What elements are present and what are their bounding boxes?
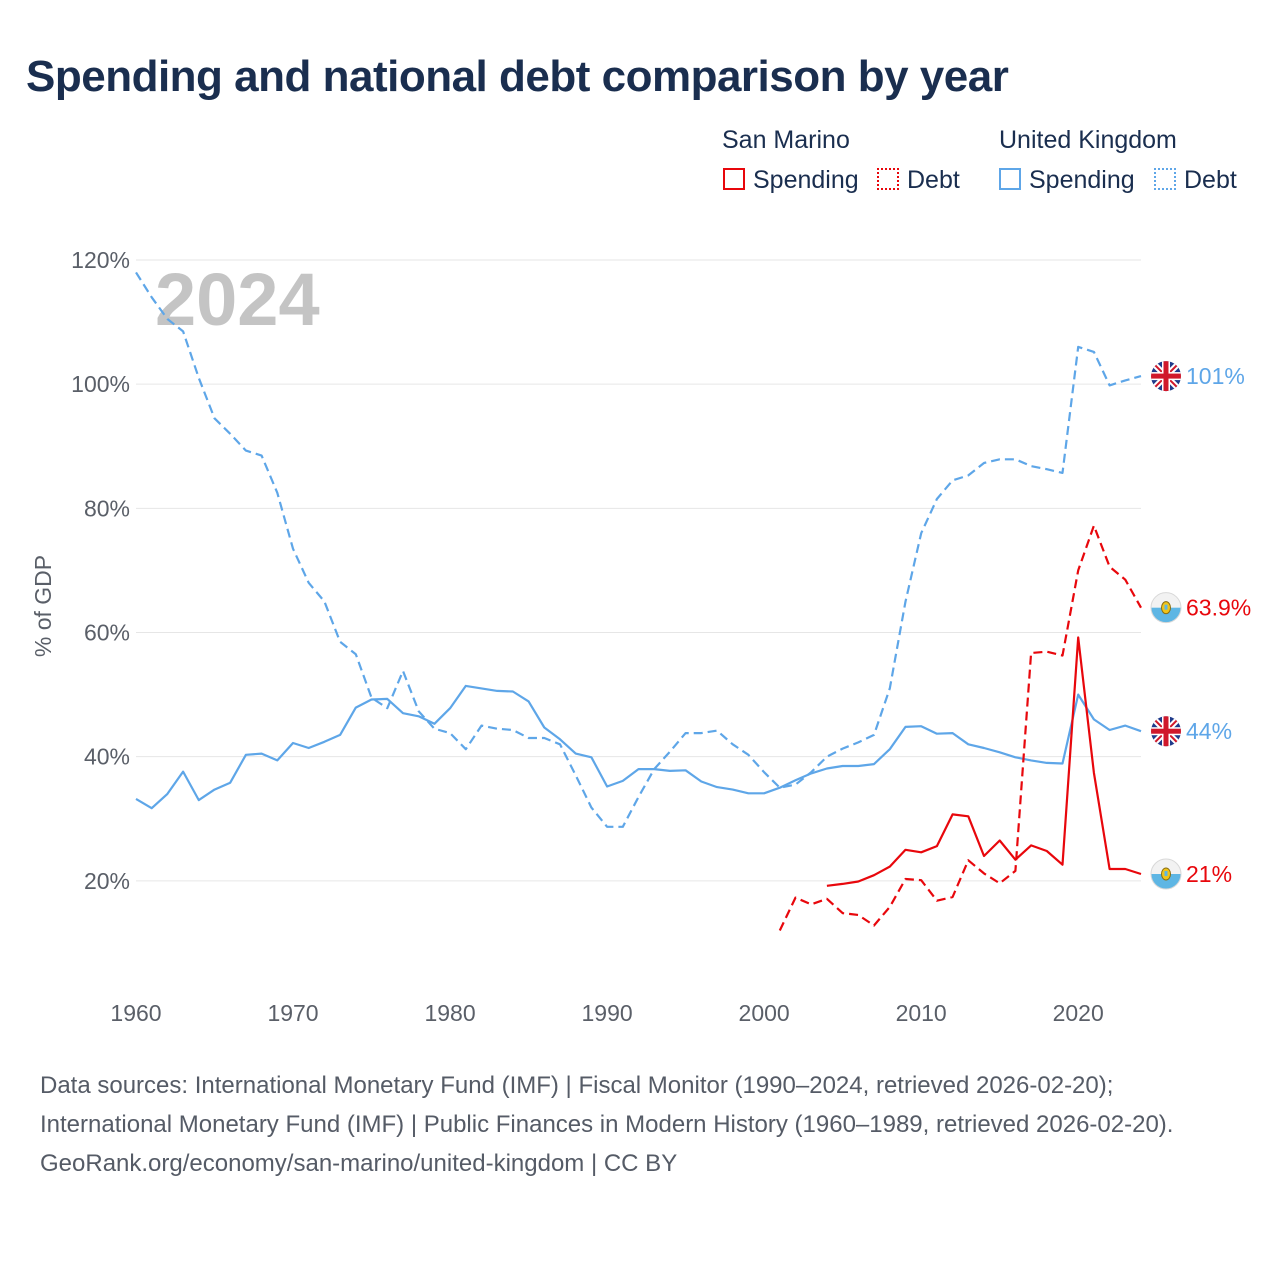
series-lines xyxy=(135,271,1142,931)
end-markers: 101% 44% 63.9% 21% xyxy=(1150,361,1251,890)
uk-flag-icon xyxy=(1151,716,1181,747)
source-note: Data sources: International Monetary Fun… xyxy=(40,1066,1240,1183)
y-tick-label: 40% xyxy=(84,744,130,770)
legend-group-san-marino: San Marino xyxy=(722,126,850,154)
y-tick-label: 100% xyxy=(71,371,130,397)
gridlines xyxy=(136,259,1141,882)
x-tick-label: 2010 xyxy=(896,1000,947,1026)
line-chart: 2024 20%40%60%80%100%120% 1960 1970 1980 19… xyxy=(30,247,1251,1026)
y-axis-label: % of GDP xyxy=(30,555,56,657)
end-value-label: 63.9% xyxy=(1186,595,1251,621)
legend-label-san-marino-debt[interactable]: Debt xyxy=(907,166,960,194)
end-value-label: 21% xyxy=(1186,861,1232,887)
source-attribution[interactable]: GeoRank.org/economy/san-marino/united-ki… xyxy=(40,1150,678,1177)
end-value-label: 101% xyxy=(1186,363,1245,389)
x-tick-label: 1990 xyxy=(582,1000,633,1026)
chart-title: Spending and national debt comparison by… xyxy=(26,52,1009,101)
san-marino-flag-icon xyxy=(1150,592,1182,624)
legend-swatch-san-marino-debt[interactable] xyxy=(877,168,899,190)
x-tick-label: 1960 xyxy=(110,1000,161,1026)
legend-swatch-uk-spending[interactable] xyxy=(999,168,1021,190)
end-value-label: 44% xyxy=(1186,718,1232,744)
legend-swatch-uk-debt[interactable] xyxy=(1154,168,1176,190)
y-tick-label: 20% xyxy=(84,868,130,894)
x-tick-label: 2000 xyxy=(739,1000,790,1026)
y-axis-ticks: 20% 40% 60% 80% 100% 120% xyxy=(71,247,130,894)
legend: San Marino United Kingdom Spending Debt … xyxy=(0,122,1280,202)
series-line-san-marino-debt[interactable] xyxy=(778,524,1142,931)
legend-label-uk-debt[interactable]: Debt xyxy=(1184,166,1237,194)
y-tick-label: 120% xyxy=(71,247,130,273)
uk-flag-icon xyxy=(1151,361,1181,392)
y-tick-label: 80% xyxy=(84,495,130,521)
san-marino-flag-icon xyxy=(1150,858,1182,890)
legend-swatch-san-marino-spending[interactable] xyxy=(723,168,745,190)
year-watermark: 2024 xyxy=(155,258,320,341)
series-line-united-kingdom-debt[interactable] xyxy=(135,271,1142,828)
source-text: Data sources: International Monetary Fun… xyxy=(40,1072,1174,1138)
series-line-san-marino-spending[interactable] xyxy=(826,636,1142,887)
x-tick-label: 2020 xyxy=(1053,1000,1104,1026)
series-line-united-kingdom-spending[interactable] xyxy=(135,684,1142,810)
x-axis-ticks: 1960 1970 1980 1990 2000 2010 2020 xyxy=(110,1000,1103,1026)
y-tick-label: 60% xyxy=(84,620,130,646)
legend-label-san-marino-spending[interactable]: Spending xyxy=(753,166,859,194)
x-tick-label: 1980 xyxy=(424,1000,475,1026)
legend-group-united-kingdom: United Kingdom xyxy=(999,126,1177,154)
legend-label-uk-spending[interactable]: Spending xyxy=(1029,166,1135,194)
x-tick-label: 1970 xyxy=(267,1000,318,1026)
